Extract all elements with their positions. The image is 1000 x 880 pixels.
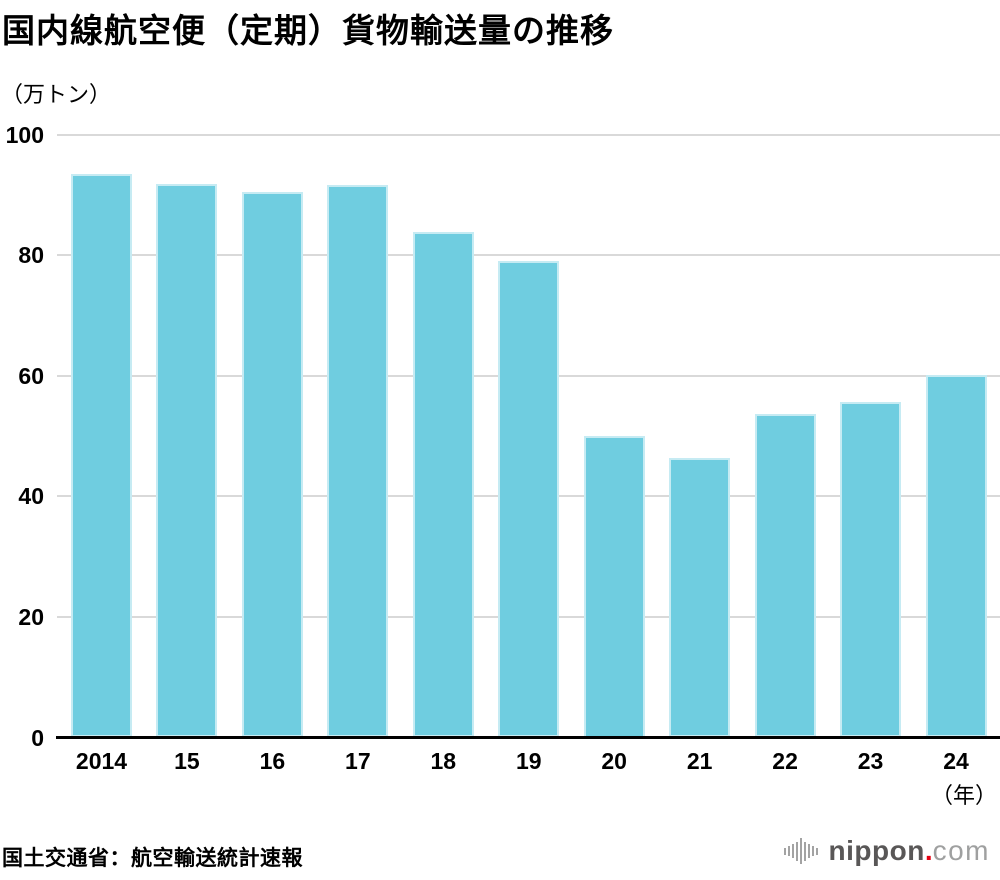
x-tick-label: 23 [857,748,884,774]
y-tick-label: 80 [18,242,44,269]
chart-title: 国内線航空便（定期）貨物輸送量の推移 [2,12,614,49]
x-axis-line [56,736,1000,739]
x-tick-label: 22 [772,748,798,774]
logo-word-com: com [932,835,990,866]
bar [583,436,645,738]
bar [71,173,132,738]
x-axis-unit-label: （年） [930,783,997,808]
gridline [57,133,1000,136]
x-tick-label: 19 [515,748,542,774]
y-tick-label: 60 [18,362,44,389]
x-tick-label: 24 [943,748,969,774]
x-tick-label: 21 [686,748,713,774]
bar [241,192,303,738]
bar [840,401,902,738]
logo-dot: . [924,835,933,866]
logo-text: nippon.com [829,831,990,871]
x-tick-label: 17 [345,748,371,774]
x-tick-label: 15 [174,748,200,774]
bar [669,458,731,738]
bar [754,413,816,738]
y-tick-label: 20 [18,603,44,630]
y-tick-label: 40 [18,483,44,510]
x-tick-label: 20 [601,748,627,774]
soundwave-bars-icon [783,838,820,864]
y-tick-label: 0 [31,724,44,751]
x-tick-label: 18 [430,748,457,774]
bar [327,185,389,738]
x-tick-label: 2014 [75,748,128,774]
nippon-com-logo: nippon.com [783,831,990,871]
logo-word-nippon: nippon [828,835,925,866]
bar [498,260,560,738]
source-note: 国土交通省：航空輸送統計速報 [2,847,303,870]
y-tick-label: 100 [5,121,44,148]
bar [412,231,474,738]
x-tick-label: 16 [259,748,286,774]
bar [156,183,218,738]
bar [925,375,987,738]
gridline [57,254,1000,257]
y-axis-unit-label: （万トン） [1,82,112,107]
